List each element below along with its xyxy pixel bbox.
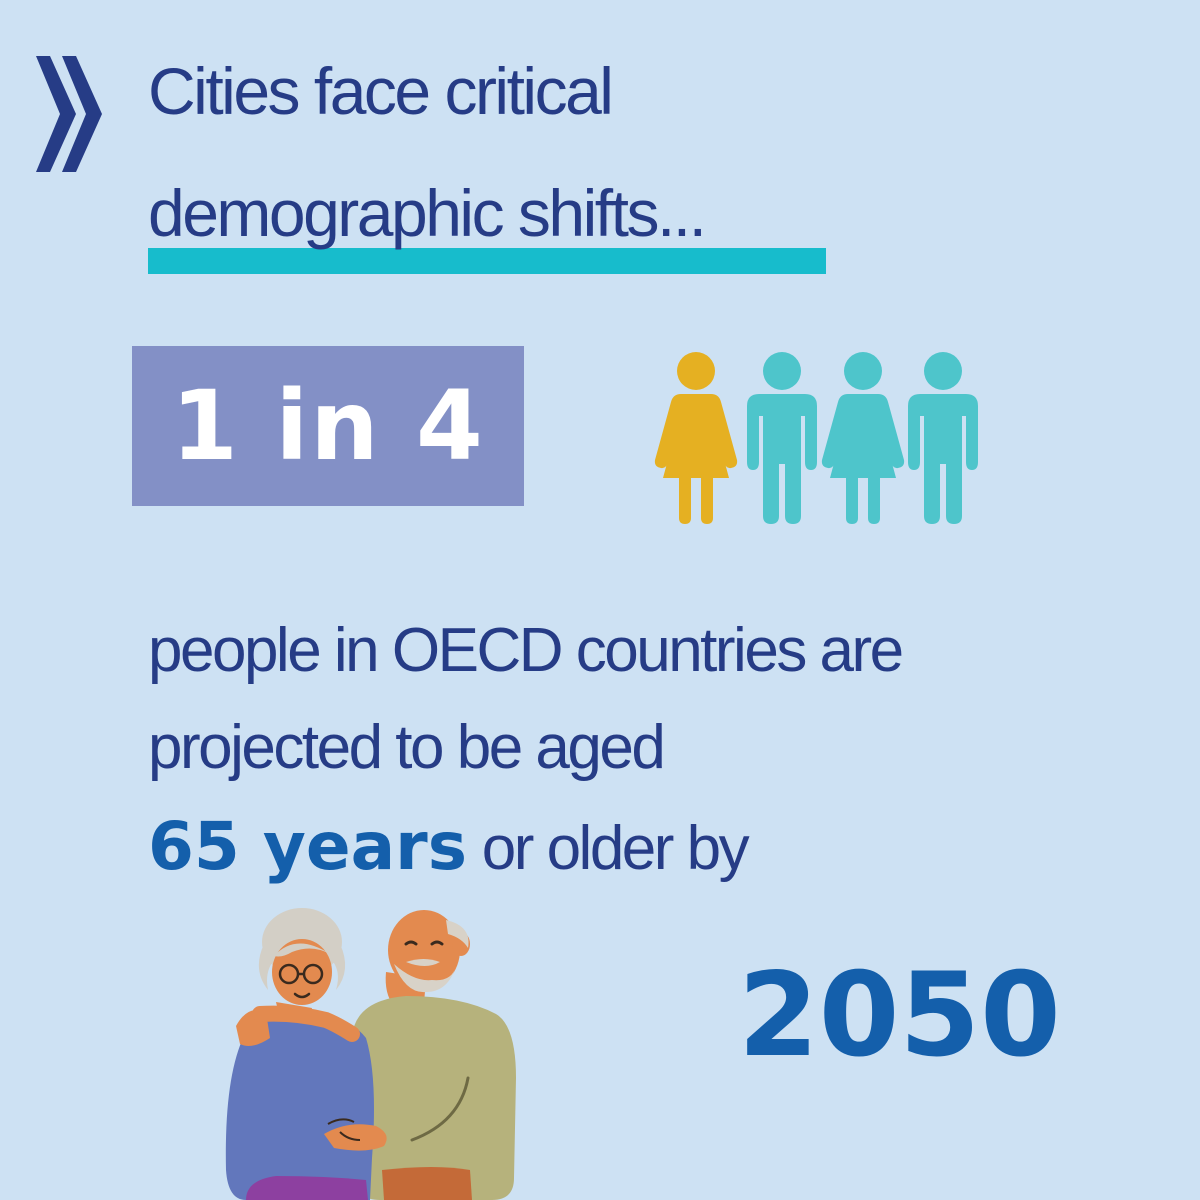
- body-line-3: 65 years or older by: [148, 814, 750, 883]
- headline-underline: [148, 248, 826, 274]
- elderly-couple-illustration: [225, 908, 516, 1200]
- headline-line-1: Cities face critical: [148, 54, 614, 128]
- body-line-2: projected to be aged: [148, 713, 666, 782]
- body-line-1: people in OECD countries are: [148, 616, 904, 685]
- headline-line-2: demographic shifts...: [148, 176, 707, 250]
- woman-icon: [654, 352, 738, 524]
- stat-box: 1 in 4: [132, 346, 524, 506]
- stat-ratio: 1 in 4: [171, 370, 485, 482]
- woman-icon: [821, 352, 905, 524]
- man-icon: [747, 352, 817, 524]
- age-highlight: 65 years: [148, 808, 467, 885]
- target-year: 2050: [738, 948, 1061, 1083]
- logo-chevrons-icon: [36, 56, 102, 172]
- body-line-3-rest: or older by: [466, 814, 750, 883]
- man-icon: [908, 352, 978, 524]
